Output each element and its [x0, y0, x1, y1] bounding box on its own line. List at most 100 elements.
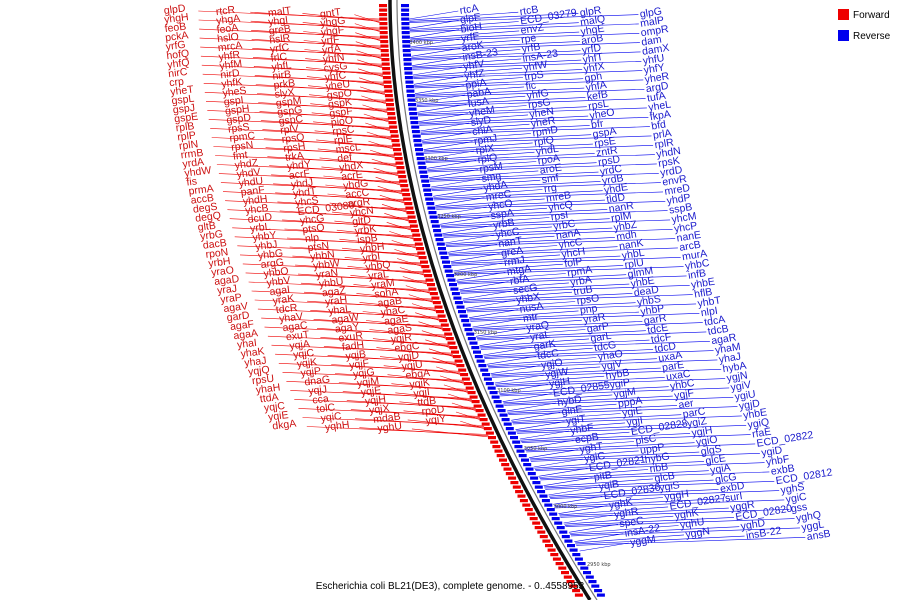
reverse-gene-label[interactable]: garR: [643, 312, 668, 327]
reverse-gene-label[interactable]: yhbL: [621, 247, 646, 262]
forward-gene-label[interactable]: rplN: [178, 138, 199, 152]
reverse-gene-label[interactable]: ygjM: [613, 386, 637, 401]
reverse-gene-label[interactable]: yrbA: [569, 274, 592, 289]
forward-gene-label[interactable]: yqiC: [320, 410, 343, 425]
forward-gene-label[interactable]: tdcR: [275, 302, 298, 317]
forward-gene-label[interactable]: yhbU: [318, 275, 344, 290]
forward-gene-label[interactable]: agaD: [214, 273, 241, 288]
reverse-gene-label[interactable]: envZ: [520, 21, 546, 37]
reverse-gene-label[interactable]: yhcC: [495, 225, 521, 241]
reverse-gene-label[interactable]: yrfD: [581, 42, 602, 57]
forward-gene-label[interactable]: yrbG: [200, 228, 224, 243]
forward-gene-label[interactable]: yqjP: [300, 365, 322, 379]
forward-gene-label[interactable]: agaI: [269, 284, 291, 298]
reverse-gene-label[interactable]: nanA: [555, 226, 581, 242]
reverse-gene-label[interactable]: yhaJ: [718, 351, 742, 366]
forward-gene-label[interactable]: agaB: [377, 295, 403, 310]
reverse-gene-label[interactable]: rpsI: [550, 209, 569, 224]
reverse-gene-label[interactable]: nanK: [618, 237, 644, 253]
forward-gene-label[interactable]: degQ: [195, 210, 222, 225]
reverse-gene-label[interactable]: exbD: [719, 480, 745, 496]
forward-gene-label[interactable]: slyX: [274, 86, 295, 100]
forward-gene-label[interactable]: rpsN: [231, 139, 254, 154]
reverse-gene-label[interactable]: yhaM: [714, 341, 741, 357]
forward-gene-label[interactable]: yrbK: [354, 223, 377, 238]
reverse-gene-label[interactable]: mreB: [545, 189, 572, 205]
reverse-gene-label[interactable]: nanR: [608, 200, 635, 216]
reverse-gene-label[interactable]: rplR: [654, 136, 675, 151]
reverse-gene-label[interactable]: yhfZ: [463, 67, 486, 82]
reverse-gene-label[interactable]: yghK: [608, 496, 634, 512]
forward-gene-label[interactable]: yraM: [371, 277, 396, 292]
reverse-gene-label[interactable]: yhfG: [526, 87, 550, 102]
reverse-gene-label[interactable]: yhbE: [630, 274, 656, 290]
forward-gene-label[interactable]: yhbN: [310, 248, 336, 263]
forward-gene-label[interactable]: yhdH: [242, 193, 268, 208]
reverse-gene-label[interactable]: rpoA: [537, 152, 561, 167]
forward-gene-label[interactable]: yraO: [211, 264, 235, 279]
forward-gene-label[interactable]: rplB: [175, 120, 195, 134]
reverse-gene-label[interactable]: sspA: [490, 207, 515, 223]
forward-gene-label[interactable]: yhcN: [349, 204, 374, 219]
reverse-gene-label[interactable]: ygiC: [583, 450, 606, 465]
reverse-gene-label[interactable]: rpmA: [566, 264, 593, 280]
reverse-gene-label[interactable]: glcE: [705, 452, 727, 467]
forward-gene-label[interactable]: dcuD: [247, 211, 273, 226]
forward-gene-label[interactable]: yrbL: [249, 221, 271, 235]
forward-gene-label[interactable]: yraK: [272, 293, 295, 308]
forward-gene-label[interactable]: yhgG: [320, 15, 346, 30]
forward-gene-label[interactable]: yqjQ: [247, 364, 270, 379]
reverse-gene-label[interactable]: yrbB: [492, 216, 515, 231]
forward-gene-label[interactable]: def: [337, 151, 353, 165]
reverse-gene-label[interactable]: trpS: [524, 69, 545, 84]
reverse-gene-label[interactable]: yrdB: [601, 172, 624, 187]
reverse-gene-label[interactable]: yghR: [613, 505, 639, 521]
reverse-gene-label[interactable]: ansB: [806, 528, 832, 544]
reverse-gene-label[interactable]: yggR: [729, 498, 755, 514]
forward-gene-label[interactable]: yrfA: [321, 42, 341, 56]
reverse-gene-label[interactable]: rpsM: [479, 160, 504, 176]
reverse-gene-label[interactable]: rfaE: [751, 426, 772, 441]
reverse-gene-label[interactable]: yrfE: [460, 30, 480, 45]
forward-gene-label[interactable]: yqjI: [413, 386, 431, 400]
forward-gene-label[interactable]: yheS: [222, 85, 247, 100]
reverse-gene-label[interactable]: deaD: [633, 284, 660, 300]
forward-gene-label[interactable]: yheT: [170, 83, 195, 98]
reverse-gene-label[interactable]: ygjO: [540, 356, 563, 371]
forward-gene-label[interactable]: prmA: [188, 183, 214, 198]
reverse-gene-label[interactable]: rpsO: [576, 292, 600, 307]
reverse-gene-label[interactable]: aroB: [580, 32, 604, 47]
reverse-gene-label[interactable]: insB-23: [462, 46, 499, 63]
reverse-gene-label[interactable]: yhfU: [642, 52, 665, 67]
reverse-gene-label[interactable]: yhdL: [535, 143, 560, 158]
forward-gene-label[interactable]: agaA: [233, 327, 259, 342]
forward-gene-label[interactable]: yqjE: [360, 384, 382, 398]
reverse-gene-label[interactable]: tdcG: [593, 339, 617, 354]
reverse-gene-label[interactable]: ygjW: [544, 365, 569, 381]
forward-gene-label[interactable]: yhaH: [255, 381, 281, 396]
reverse-gene-label[interactable]: rpe: [520, 32, 537, 46]
reverse-gene-label[interactable]: mtr: [522, 311, 539, 325]
forward-gene-label[interactable]: rpoD: [421, 403, 445, 418]
reverse-gene-label[interactable]: glmM: [627, 265, 654, 281]
forward-gene-label[interactable]: degS: [192, 201, 218, 216]
reverse-gene-label[interactable]: tdcB: [707, 323, 730, 338]
reverse-gene-label[interactable]: aroE: [539, 162, 563, 177]
forward-gene-label[interactable]: feoB: [164, 21, 187, 36]
reverse-gene-label[interactable]: yhbF: [765, 453, 790, 469]
reverse-gene-label[interactable]: tldD: [606, 191, 627, 206]
forward-gene-label[interactable]: yhcS: [295, 194, 320, 209]
reverse-gene-label[interactable]: insA-23: [522, 47, 559, 64]
forward-gene-label[interactable]: yqjR: [390, 331, 413, 346]
reverse-gene-label[interactable]: yheN: [529, 105, 555, 121]
forward-gene-label[interactable]: ttdB: [417, 395, 437, 409]
forward-gene-label[interactable]: yhgI: [268, 14, 289, 28]
reverse-gene-label[interactable]: yrbC: [552, 217, 576, 232]
forward-gene-label[interactable]: pckA: [165, 29, 190, 44]
forward-gene-label[interactable]: acrF: [288, 168, 310, 182]
forward-gene-label[interactable]: gspC: [278, 113, 304, 128]
reverse-gene-label[interactable]: plsC: [635, 432, 658, 447]
reverse-gene-label[interactable]: glcB: [654, 470, 676, 485]
reverse-gene-label[interactable]: tdcC: [536, 347, 560, 362]
forward-gene-label[interactable]: yhcB: [245, 202, 270, 217]
